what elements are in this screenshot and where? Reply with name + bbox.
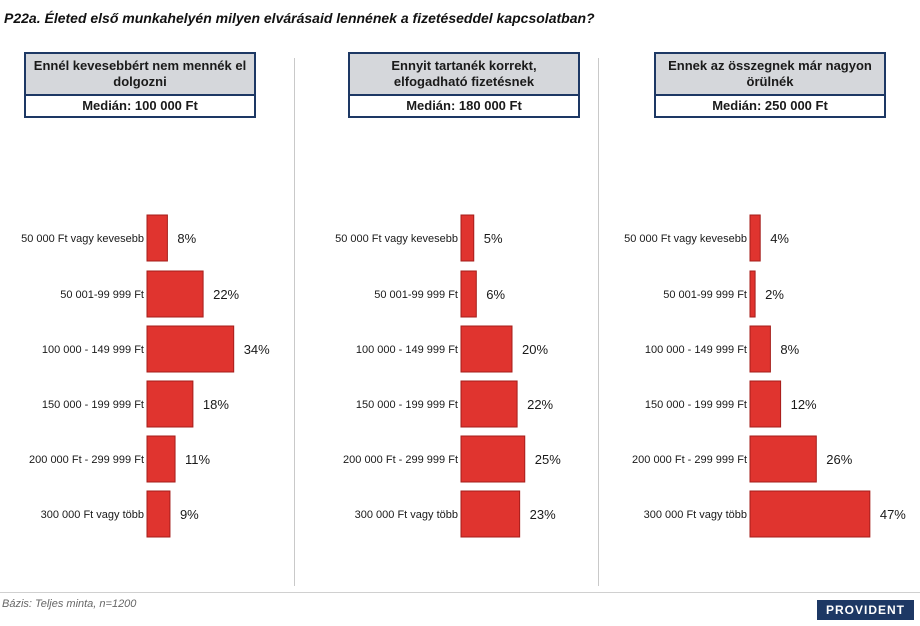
panel-3-median: Medián: 250 000 Ft <box>712 98 828 113</box>
bar <box>146 214 168 262</box>
value-label: 12% <box>791 397 817 412</box>
value-label: 8% <box>177 231 196 246</box>
panel-3-title: Ennek az összegnek már nagyon örülnék <box>656 54 884 96</box>
value-label: 11% <box>185 452 210 467</box>
category-label: 300 000 Ft vagy több <box>644 509 747 521</box>
category-label: 50 000 Ft vagy kevesebb <box>624 233 747 245</box>
value-label: 47% <box>880 507 906 522</box>
value-label: 22% <box>527 397 553 412</box>
provident-logo: PROVIDENT <box>816 600 914 620</box>
base-note: Bázis: Teljes minta, n=1200 <box>2 598 137 610</box>
panel-2-title: Ennyit tartanék korrekt, elfogadható fiz… <box>350 54 578 96</box>
panel-3-header-box: Ennek az összegnek már nagyon örülnék Me… <box>654 52 886 118</box>
value-label: 20% <box>522 342 548 357</box>
category-label: 100 000 - 149 999 Ft <box>356 344 458 356</box>
footer-divider <box>0 592 920 593</box>
panel-2-median: Medián: 180 000 Ft <box>406 98 522 113</box>
bar <box>146 325 235 373</box>
bar <box>749 214 761 262</box>
category-label: 50 001-99 999 Ft <box>60 289 144 301</box>
category-label: 200 000 Ft - 299 999 Ft <box>632 454 747 466</box>
value-label: 8% <box>780 342 799 357</box>
panel-1-header-box: Ennél kevesebbért nem mennék el dolgozni… <box>24 52 256 118</box>
bar <box>749 380 782 428</box>
category-label: 100 000 - 149 999 Ft <box>42 344 144 356</box>
category-label: 300 000 Ft vagy több <box>41 509 144 521</box>
bar <box>146 270 204 318</box>
value-label: 5% <box>484 231 503 246</box>
page-title: P22a. Életed első munkahelyén milyen elv… <box>4 10 595 26</box>
value-label: 26% <box>826 452 852 467</box>
value-label: 6% <box>486 287 505 302</box>
category-label: 150 000 - 199 999 Ft <box>645 399 747 411</box>
bar <box>460 325 513 373</box>
panel-1-median: Medián: 100 000 Ft <box>82 98 198 113</box>
bar <box>749 270 756 318</box>
category-label: 200 000 Ft - 299 999 Ft <box>343 454 458 466</box>
category-label: 300 000 Ft vagy több <box>355 509 458 521</box>
bar <box>749 490 871 538</box>
panel-divider-1 <box>294 58 295 586</box>
panel-2-header-box: Ennyit tartanék korrekt, elfogadható fiz… <box>348 52 580 118</box>
value-label: 9% <box>180 507 199 522</box>
category-label: 200 000 Ft - 299 999 Ft <box>29 454 144 466</box>
value-label: 23% <box>530 507 556 522</box>
category-label: 50 000 Ft vagy kevesebb <box>335 233 458 245</box>
category-label: 50 000 Ft vagy kevesebb <box>21 233 144 245</box>
bar <box>460 380 518 428</box>
category-label: 50 001-99 999 Ft <box>663 289 747 301</box>
value-label: 2% <box>765 287 784 302</box>
panel-1-title: Ennél kevesebbért nem mennék el dolgozni <box>26 54 254 96</box>
bar <box>749 435 817 483</box>
bar <box>749 325 771 373</box>
bar <box>460 270 477 318</box>
category-label: 150 000 - 199 999 Ft <box>356 399 458 411</box>
value-label: 25% <box>535 452 561 467</box>
value-label: 22% <box>213 287 239 302</box>
value-label: 34% <box>244 342 270 357</box>
panel-divider-2 <box>598 58 599 586</box>
value-label: 18% <box>203 397 229 412</box>
category-label: 100 000 - 149 999 Ft <box>645 344 747 356</box>
bar <box>460 490 521 538</box>
bar <box>146 380 194 428</box>
value-label: 4% <box>770 231 789 246</box>
bar <box>460 435 526 483</box>
category-label: 50 001-99 999 Ft <box>374 289 458 301</box>
bar <box>146 435 176 483</box>
category-label: 150 000 - 199 999 Ft <box>42 399 144 411</box>
bar <box>460 214 475 262</box>
bar <box>146 490 171 538</box>
